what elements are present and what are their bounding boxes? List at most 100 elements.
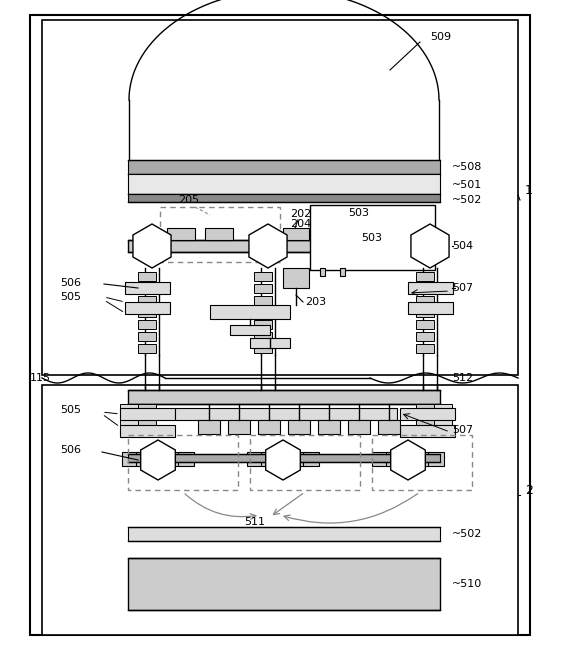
Bar [128,174,440,194]
Text: 203: 203 [305,297,326,307]
Polygon shape [411,224,449,268]
Bar [228,420,250,434]
Bar [400,425,455,437]
Text: 204: 204 [290,219,311,229]
Polygon shape [391,440,425,480]
Bar [128,527,440,541]
Bar [250,338,290,348]
Bar [386,452,402,466]
Bar [416,272,434,281]
Bar [120,416,138,425]
Bar [128,454,440,462]
Text: 512: 512 [452,373,473,383]
Bar [138,344,156,353]
Bar [125,282,170,294]
Bar [416,428,434,437]
Text: 506: 506 [60,278,81,288]
Bar [120,408,175,420]
Bar [261,452,277,466]
Text: ~508: ~508 [452,162,483,172]
Bar [160,207,280,262]
Text: 205: 205 [178,195,199,205]
Bar [120,404,138,413]
Text: 115: 115 [30,373,51,383]
Text: ~502: ~502 [452,529,483,539]
Text: 507: 507 [452,283,473,293]
Bar [258,420,280,434]
Bar [416,416,434,425]
Bar [198,420,220,434]
Text: 507: 507 [452,425,473,435]
Bar [434,428,452,437]
Bar [434,404,452,413]
Bar [138,332,156,341]
Bar [303,452,319,466]
Bar [138,308,156,317]
Bar [254,308,272,317]
Bar [428,452,444,466]
Bar [340,268,345,276]
Bar [254,296,272,305]
Text: 1: 1 [525,183,533,196]
Bar [138,320,156,329]
Bar [230,325,270,335]
Bar [416,320,434,329]
Bar [288,420,310,434]
Text: ~502: ~502 [452,195,483,205]
Text: 503: 503 [361,233,382,243]
Polygon shape [249,224,287,268]
Text: ~501: ~501 [452,180,483,190]
Text: 2: 2 [525,484,533,497]
Bar [414,452,430,466]
Bar [416,308,434,317]
Bar [348,420,370,434]
Bar [372,435,472,490]
Bar [254,320,272,329]
Bar [283,268,309,288]
Polygon shape [133,224,171,268]
Text: 505: 505 [60,405,81,415]
Polygon shape [141,440,175,480]
Bar [254,284,272,293]
Bar [122,452,138,466]
Bar [128,160,440,174]
Bar [434,416,452,425]
Bar [254,332,272,341]
Bar [30,15,530,635]
Bar [408,302,453,314]
Bar [254,272,272,281]
Bar [250,435,360,490]
PathPatch shape [129,0,439,100]
Bar [254,344,272,353]
Bar [138,272,156,281]
Bar [416,284,434,293]
Bar [400,408,455,420]
Bar [167,228,195,240]
Bar [128,558,440,610]
Text: 509: 509 [430,32,451,42]
Text: 505: 505 [60,292,81,302]
Text: 504: 504 [452,241,473,251]
Bar [408,282,453,294]
Bar [138,296,156,305]
Text: 511: 511 [245,517,266,527]
Bar [210,305,290,319]
Bar [128,240,440,252]
Bar [42,20,518,375]
Bar [416,332,434,341]
Text: ~510: ~510 [452,579,483,589]
Bar [416,344,434,353]
Bar [120,428,138,437]
Bar [175,408,397,420]
Bar [318,420,340,434]
Text: 506: 506 [60,445,81,455]
Bar [416,404,434,413]
Bar [128,194,440,202]
Bar [128,390,440,404]
Bar [128,435,238,490]
Text: 202: 202 [290,209,311,219]
Bar [125,302,170,314]
Bar [247,452,263,466]
Bar [283,228,309,240]
Bar [416,296,434,305]
